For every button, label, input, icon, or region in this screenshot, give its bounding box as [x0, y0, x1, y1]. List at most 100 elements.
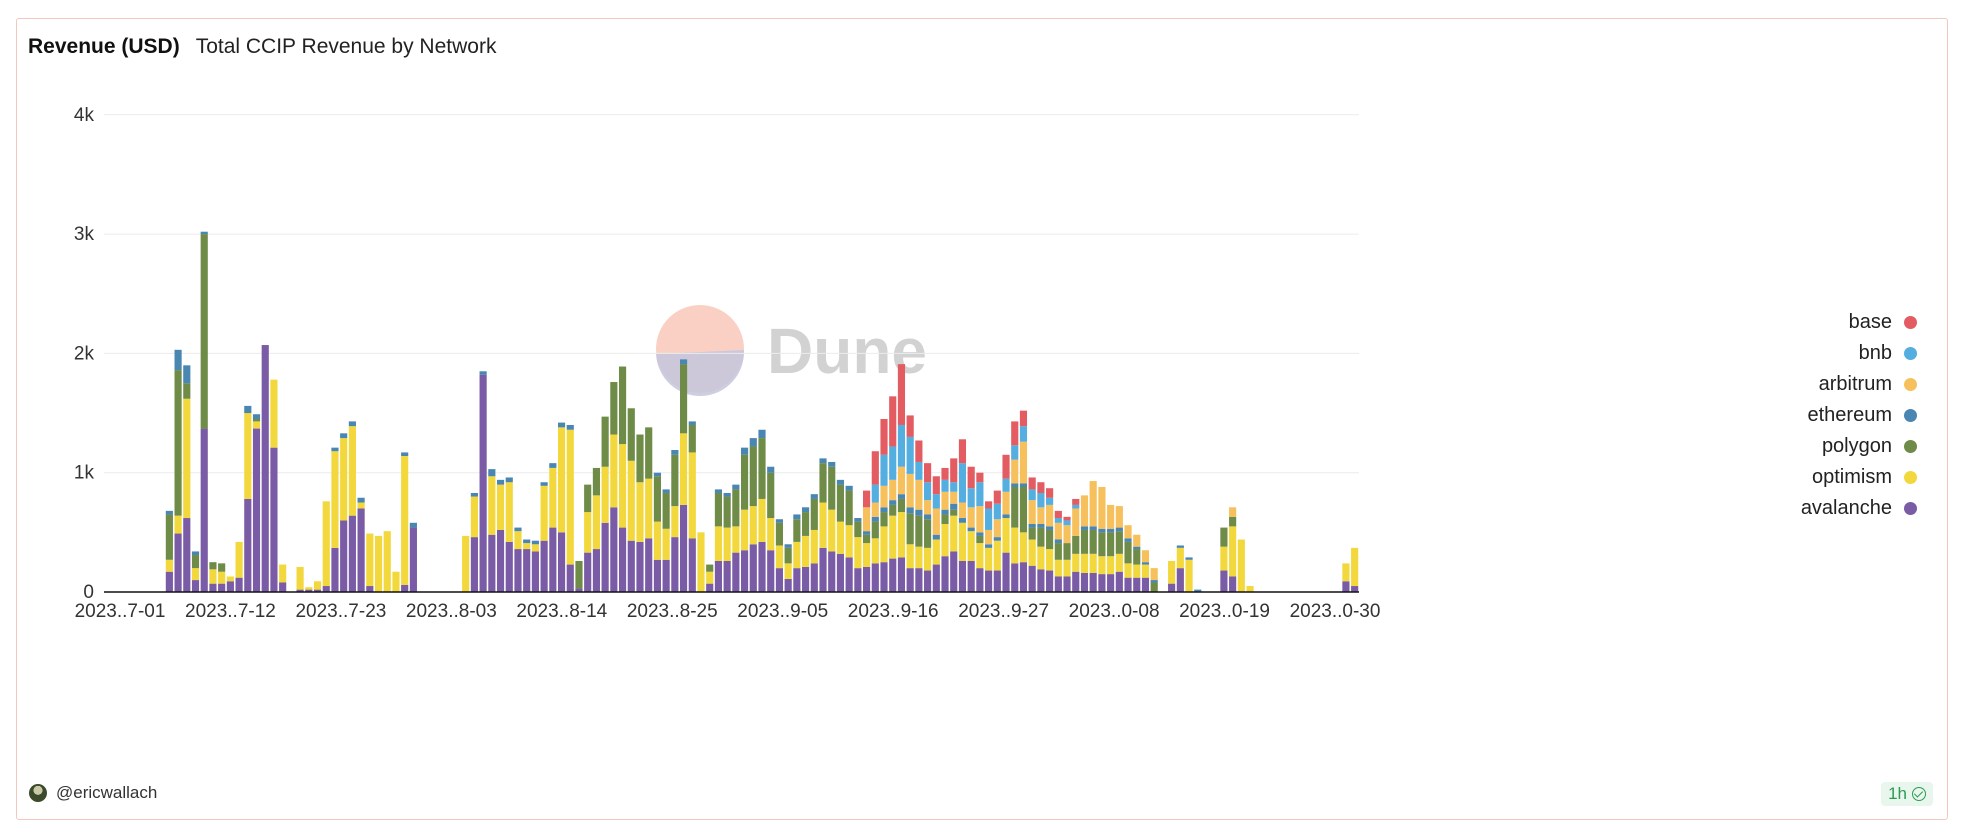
bar-segment-ethereum[interactable] [1028, 524, 1036, 528]
bar-segment-optimism[interactable] [1342, 563, 1350, 582]
bar-segment-arbitrum[interactable] [915, 479, 923, 510]
bar-segment-polygon[interactable] [183, 383, 191, 399]
bar-segment-avalanche[interactable] [523, 549, 531, 592]
bar-segment-optimism[interactable] [819, 502, 827, 548]
bar-segment-bnb[interactable] [880, 454, 888, 486]
bar-segment-avalanche[interactable] [218, 583, 226, 592]
bar-segment-optimism[interactable] [1063, 559, 1071, 577]
bar-segment-optimism[interactable] [165, 559, 173, 572]
bar-segment-ethereum[interactable] [889, 500, 897, 505]
bar-segment-avalanche[interactable] [470, 537, 478, 592]
bar-segment-avalanche[interactable] [1054, 576, 1062, 592]
bar-segment-avalanche[interactable] [531, 551, 539, 592]
bar-segment-optimism[interactable] [270, 379, 278, 448]
bar-segment-optimism[interactable] [523, 543, 531, 550]
bar-segment-bnb[interactable] [958, 463, 967, 503]
bar-segment-avalanche[interactable] [671, 537, 679, 592]
bar-segment-polygon[interactable] [636, 434, 644, 483]
bar-segment-optimism[interactable] [1054, 559, 1062, 577]
bar-segment-polygon[interactable] [1150, 582, 1158, 592]
bar-segment-avalanche[interactable] [784, 578, 792, 592]
bar-segment-optimism[interactable] [1237, 539, 1245, 592]
bar-segment-ethereum[interactable] [244, 405, 252, 414]
bar-segment-polygon[interactable] [775, 522, 784, 546]
bar-segment-polygon[interactable] [653, 476, 661, 522]
bar-segment-avalanche[interactable] [1115, 571, 1123, 592]
bar-segment-ethereum[interactable] [950, 503, 958, 510]
bar-segment-avalanche[interactable] [679, 504, 688, 592]
bar-segment-optimism[interactable] [226, 576, 234, 582]
bar-segment-ethereum[interactable] [828, 461, 836, 467]
bar-segment-optimism[interactable] [1098, 556, 1106, 575]
bar-segment-base[interactable] [915, 440, 923, 462]
bar-segment-base[interactable] [941, 467, 949, 480]
bar-segment-ethereum[interactable] [540, 482, 548, 486]
bar-segment-optimism[interactable] [462, 535, 470, 592]
bar-segment-ethereum[interactable] [488, 469, 496, 477]
bar-segment-avalanche[interactable] [1141, 577, 1150, 592]
bar-segment-avalanche[interactable] [235, 577, 243, 592]
bar-segment-avalanche[interactable] [741, 550, 749, 592]
bar-segment-arbitrum[interactable] [1141, 550, 1150, 563]
bar-segment-base[interactable] [1054, 510, 1062, 519]
bar-segment-optimism[interactable] [671, 506, 679, 538]
bar-segment-avalanche[interactable] [296, 589, 304, 592]
bar-segment-ethereum[interactable] [191, 551, 200, 556]
bar-segment-optimism[interactable] [340, 438, 348, 521]
bar-segment-arbitrum[interactable] [863, 507, 871, 532]
bar-segment-optimism[interactable] [218, 571, 226, 584]
bar-segment-polygon[interactable] [610, 382, 618, 435]
bar-segment-optimism[interactable] [1168, 560, 1176, 584]
bar-segment-polygon[interactable] [688, 424, 696, 453]
bar-segment-base[interactable] [897, 364, 906, 425]
bar-segment-optimism[interactable] [296, 566, 304, 590]
bar-segment-avalanche[interactable] [793, 568, 801, 592]
bar-segment-optimism[interactable] [889, 515, 897, 559]
bar-segment-optimism[interactable] [322, 501, 330, 587]
bar-segment-optimism[interactable] [871, 538, 879, 564]
bar-segment-avalanche[interactable] [514, 549, 522, 592]
bar-segment-optimism[interactable] [348, 426, 356, 516]
bar-segment-optimism[interactable] [863, 543, 871, 567]
bar-segment-ethereum[interactable] [1011, 483, 1019, 488]
bar-segment-ethereum[interactable] [1080, 526, 1089, 530]
bar-segment-ethereum[interactable] [915, 509, 923, 516]
bar-segment-avalanche[interactable] [1168, 583, 1176, 592]
bar-segment-polygon[interactable] [645, 427, 653, 479]
bar-segment-avalanche[interactable] [897, 557, 906, 592]
bar-segment-optimism[interactable] [697, 532, 705, 592]
bar-segment-bnb[interactable] [993, 503, 1001, 520]
bar-segment-optimism[interactable] [279, 564, 287, 583]
bar-segment-ethereum[interactable] [679, 359, 688, 365]
bar-segment-ethereum[interactable] [1115, 527, 1123, 532]
bar-segment-optimism[interactable] [191, 568, 200, 581]
bar-segment-optimism[interactable] [209, 569, 217, 584]
bar-segment-optimism[interactable] [836, 521, 845, 554]
bar-segment-optimism[interactable] [976, 543, 984, 569]
bar-segment-bnb[interactable] [1028, 489, 1036, 501]
bar-segment-polygon[interactable] [174, 370, 182, 516]
bar-segment-avalanche[interactable] [226, 581, 234, 592]
bar-segment-avalanche[interactable] [767, 550, 775, 592]
bar-segment-ethereum[interactable] [741, 447, 749, 455]
bar-segment-arbitrum[interactable] [985, 529, 993, 545]
bar-segment-optimism[interactable] [366, 533, 374, 587]
bar-segment-avalanche[interactable] [357, 508, 365, 592]
bar-segment-polygon[interactable] [218, 563, 226, 572]
bar-segment-optimism[interactable] [732, 526, 740, 553]
bar-segment-bnb[interactable] [915, 461, 923, 480]
bar-segment-ethereum[interactable] [1046, 526, 1054, 530]
bar-segment-optimism[interactable] [244, 413, 252, 499]
bar-segment-polygon[interactable] [601, 416, 609, 467]
bar-segment-optimism[interactable] [540, 485, 548, 541]
bar-segment-arbitrum[interactable] [1019, 441, 1028, 484]
bar-segment-polygon[interactable] [854, 521, 862, 538]
bar-segment-avalanche[interactable] [819, 547, 827, 592]
bar-segment-avalanche[interactable] [401, 584, 409, 592]
bar-segment-optimism[interactable] [706, 571, 714, 584]
bar-segment-polygon[interactable] [802, 512, 810, 536]
legend-item-base[interactable]: base [1801, 311, 1917, 333]
bar-segment-ethereum[interactable] [819, 458, 827, 464]
bar-segment-avalanche[interactable] [348, 515, 356, 592]
bar-segment-ethereum[interactable] [653, 472, 661, 477]
